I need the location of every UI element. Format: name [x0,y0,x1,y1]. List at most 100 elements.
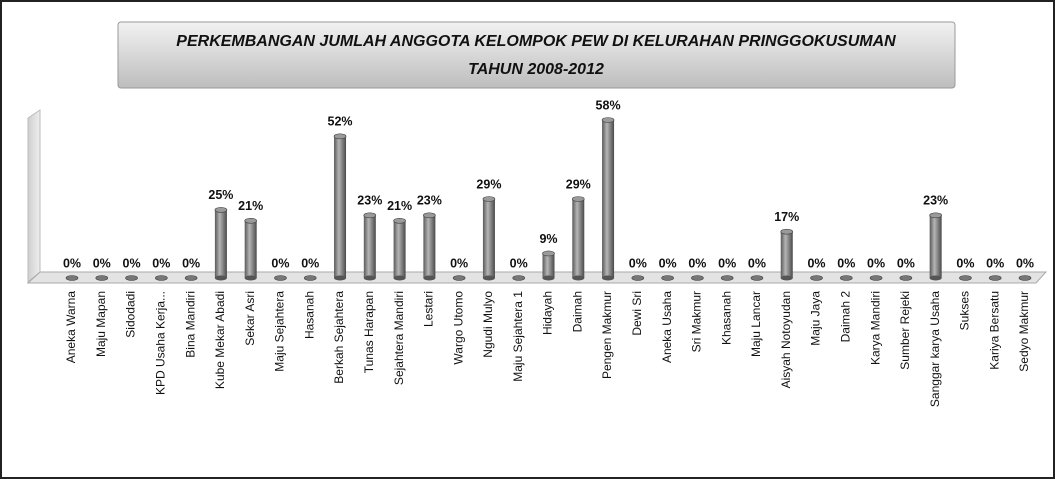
bar [95,275,109,281]
bar [899,275,913,281]
title-box [117,21,956,89]
data-label: 9% [539,232,557,246]
bar-body [542,253,555,278]
x-tick-label: KPD Usaha Kerja... [154,291,168,395]
bar-body [572,199,585,278]
x-tick-label: Sanggar karya Usaha [928,291,942,407]
bar-top [601,117,615,123]
bar-top [840,275,853,281]
bar-base [542,275,555,281]
bar-body [244,220,257,278]
x-tick-label: Lestari [422,291,436,327]
data-label: 0% [659,256,677,270]
bar-top [959,275,972,281]
data-label: 58% [596,98,621,112]
data-label: 0% [450,256,468,270]
x-tick-label: Maju Mapan [94,291,108,357]
x-tick-label: Hasanah [302,291,316,339]
bar-top [393,217,406,224]
data-label: 0% [688,256,706,270]
x-tick-label: Maju Sejahtera 1 [511,291,525,382]
data-label: 0% [837,256,855,270]
x-tick-label: Maju Sejahtera [273,291,287,372]
data-label: 0% [152,256,170,270]
x-tick-label: Aneka Warna [64,291,78,364]
bar [1018,275,1032,281]
bar [631,275,645,281]
bar-top [303,275,317,281]
x-tick-label: Tunas Harapan [362,291,376,373]
bar-top [155,275,168,281]
x-tick-label: Hidayah [541,291,555,335]
bar-top [274,275,287,281]
bar [542,250,555,281]
bar [65,275,79,281]
data-label: 17% [774,210,799,224]
bar [959,275,972,281]
bar-top [184,275,198,281]
bar [125,275,138,281]
data-label: 0% [123,256,141,270]
x-tick-label: Karya Mandiri [868,291,882,365]
x-tick-label: Maju Jaya [809,291,823,346]
bar-top [810,275,823,281]
bar-base [482,275,495,281]
bar-base [602,275,615,281]
x-tick-label: Sedyo Makmur [1017,291,1031,372]
bar-top [452,275,466,281]
bar [929,212,942,281]
bar-top [95,275,109,281]
data-label: 0% [510,256,528,270]
x-tick-label: Sidodadi [124,291,138,338]
data-label: 0% [986,256,1004,270]
x-tick-label: Sukses [958,291,972,330]
bar [482,196,496,281]
bar-base [393,275,406,281]
x-tick-label: Ngudi Mulyo [481,291,495,358]
bar-top [750,275,764,281]
x-tick-label: Aisyah Notoyudan [779,291,793,388]
bar-top [363,212,377,219]
x-tick-label: Sumber Rejeki [898,291,912,370]
bar-top [691,275,704,281]
data-label: 0% [807,256,825,270]
x-tick-label: Sri Makmur [690,291,704,352]
bar-top [65,275,79,281]
x-tick-label: Pengen Makmur [600,291,614,379]
bar [303,275,317,281]
data-label: 0% [93,256,111,270]
bar-base [929,275,942,281]
bar-base [780,275,793,281]
data-label: 23% [357,194,382,208]
bar [393,217,406,281]
bar-base [334,275,347,281]
bar-base [244,275,257,281]
bar-top [482,196,496,202]
bar-top [661,275,674,281]
x-tick-label: Kariya Bersatu [987,291,1001,370]
bar-body [780,231,793,278]
bar [840,275,853,281]
bar-body [423,215,436,278]
chart-subtitle: TAHUN 2008-2012 [468,61,604,78]
x-tick-label: Kube Mekar Abadi [213,291,227,389]
floor [26,271,1048,284]
data-label: 21% [238,199,263,213]
bar [244,217,257,281]
x-tick-label: Maju Lancar [749,291,763,357]
bar-body [334,136,347,278]
bar-base [363,275,376,281]
bar-top [929,212,942,219]
bar [780,228,794,281]
x-tick-label: Sekar Asri [243,291,257,346]
x-tick-label: Dewi Sri [630,291,644,336]
data-label: 0% [301,256,319,270]
x-tick-label: Daimah [570,291,584,332]
bar [512,275,526,281]
bar [274,275,287,281]
data-label: 52% [328,115,353,129]
bar-base [423,275,436,281]
data-label: 0% [867,256,885,270]
bar [750,275,764,281]
